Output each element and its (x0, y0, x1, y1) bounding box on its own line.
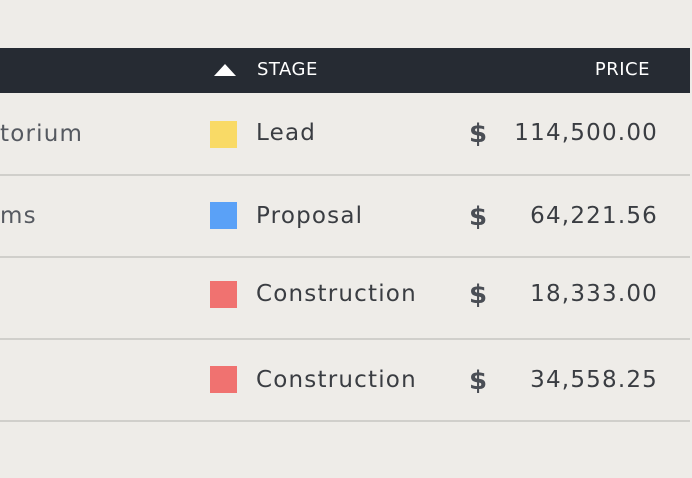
table-row[interactable]: Construction $ 34,558.25 (0, 340, 690, 422)
sort-ascending-icon[interactable] (213, 63, 237, 77)
deal-name: ms (0, 203, 37, 229)
stage-color-swatch (210, 202, 237, 229)
currency-symbol: $ (469, 119, 489, 149)
stage-color-swatch (210, 281, 237, 308)
stage-color-swatch (210, 121, 237, 148)
currency-symbol: $ (469, 280, 489, 310)
price-value: 114,500.00 (514, 120, 658, 146)
stage-label: Lead (256, 120, 317, 146)
table-row[interactable]: torium Lead $ 114,500.00 (0, 93, 690, 176)
stage-color-swatch (210, 366, 237, 393)
stage-label: Construction (256, 281, 417, 307)
stage-label: Construction (256, 367, 417, 393)
stage-label: Proposal (256, 203, 364, 229)
stage-column-header[interactable]: STAGE (257, 59, 318, 80)
table-row[interactable]: ms Proposal $ 64,221.56 (0, 176, 690, 258)
deal-name: torium (0, 121, 84, 147)
price-value: 34,558.25 (530, 367, 658, 393)
currency-symbol: $ (469, 202, 489, 232)
price-column-header[interactable]: PRICE (594, 59, 650, 80)
table-row[interactable]: Construction $ 18,333.00 (0, 258, 690, 340)
table-header: STAGE PRICE (0, 48, 690, 93)
price-value: 18,333.00 (530, 281, 658, 307)
currency-symbol: $ (469, 366, 489, 396)
price-value: 64,221.56 (530, 203, 658, 229)
